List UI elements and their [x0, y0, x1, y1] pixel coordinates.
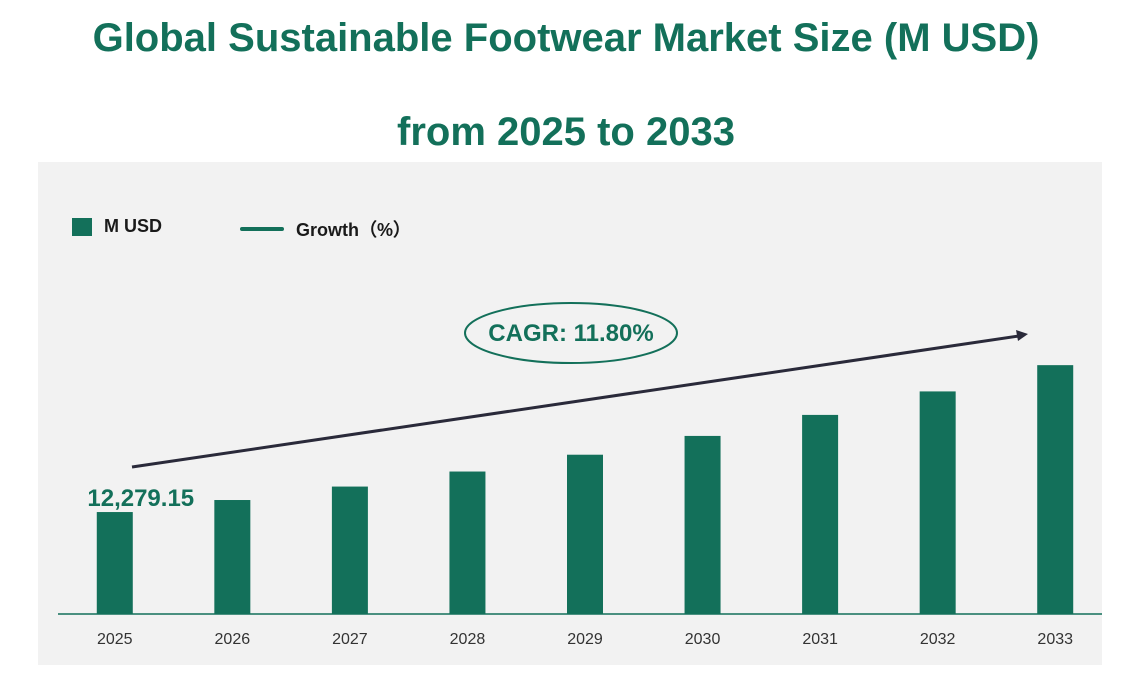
legend-item-bars: M USD: [72, 216, 162, 237]
bar-2030: [684, 435, 721, 614]
bar-2032: [919, 391, 956, 614]
x-tick-label-2029: 2029: [567, 631, 603, 648]
trend-arrow-head: [1016, 330, 1028, 341]
bar-2026: [214, 500, 251, 614]
chart-title-line-1: Global Sustainable Footwear Market Size …: [92, 16, 1040, 60]
bar-2031: [802, 414, 839, 614]
x-tick-label-2027: 2027: [332, 631, 368, 648]
trend-arrow-line: [131, 334, 1020, 469]
x-tick-label-2032: 2032: [920, 631, 956, 648]
bar-2028: [449, 471, 486, 614]
x-tick-label-2026: 2026: [215, 631, 251, 648]
chart-title-line-2: from 2025 to 2033: [397, 110, 735, 154]
legend-line-label: Growth（%）: [296, 220, 411, 240]
x-tick-label-2025: 2025: [97, 631, 133, 648]
x-tick-label-2030: 2030: [685, 631, 721, 648]
bar-2025: [96, 512, 133, 614]
x-tick-label-2031: 2031: [802, 631, 838, 648]
data-label-2025: 12,279.15: [87, 485, 194, 512]
cagr-ellipse: [464, 302, 678, 364]
legend-line-swatch: [240, 227, 284, 231]
legend-item-growth: Growth（%）: [240, 216, 411, 242]
bar-2027: [331, 486, 368, 614]
x-tick-label-2033: 2033: [1037, 631, 1073, 648]
x-tick-label-2028: 2028: [450, 631, 486, 648]
bar-2029: [567, 454, 603, 614]
bar-2033: [1037, 365, 1074, 614]
legend-bar-swatch: [72, 217, 92, 236]
legend-bar-label: M USD: [104, 216, 162, 236]
cagr-label: CAGR: 11.80%: [488, 320, 653, 347]
